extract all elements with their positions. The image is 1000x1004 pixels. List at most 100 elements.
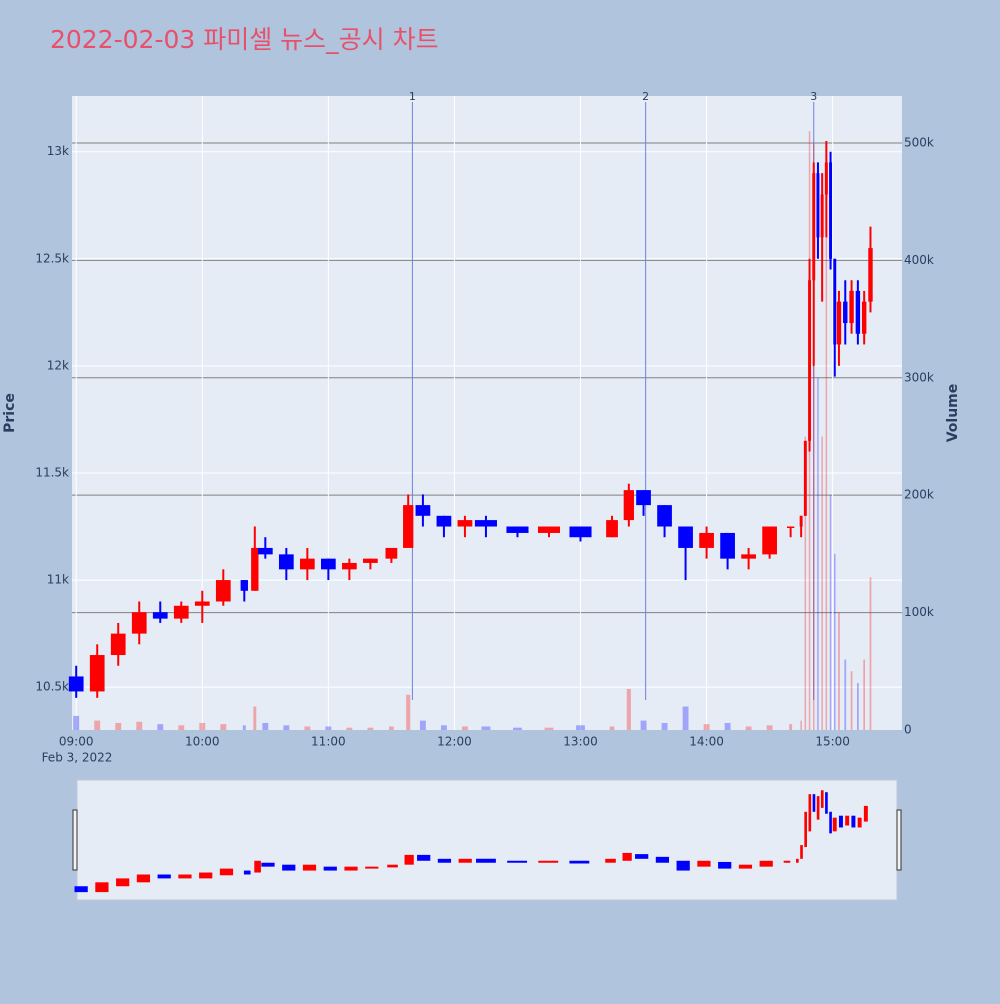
candle-body — [457, 520, 473, 527]
candle-body — [342, 562, 357, 570]
volume-bar — [73, 715, 80, 730]
volume-bar — [513, 727, 522, 730]
candle-body — [799, 515, 803, 527]
volume-bar — [789, 724, 793, 730]
candle-body — [657, 505, 672, 527]
candle-body — [836, 301, 842, 345]
candle-body — [131, 612, 147, 634]
x-tick-label: 11:00 — [311, 735, 346, 749]
volume-bar — [544, 727, 554, 730]
volume-bar — [856, 683, 859, 730]
volume-bar — [283, 725, 290, 730]
candle-body — [808, 280, 812, 441]
candle-body — [833, 258, 837, 345]
volume-bar — [461, 726, 468, 730]
candle-body — [824, 162, 828, 195]
slider-handle[interactable] — [72, 809, 78, 871]
volume-bar — [626, 688, 631, 730]
volume-bar — [576, 725, 585, 730]
volume-bar — [724, 722, 731, 730]
x-tick-label: 10:00 — [185, 735, 220, 749]
y2-axis-title: Volume — [945, 384, 961, 443]
y2-tick-label: 400k — [904, 253, 934, 267]
candle-body — [89, 655, 105, 692]
volume-bar — [800, 720, 802, 730]
volume-bar — [94, 720, 101, 730]
candle-body — [762, 526, 777, 555]
volume-bar — [419, 720, 426, 730]
range-slider[interactable] — [76, 779, 898, 901]
candle-body — [843, 301, 848, 324]
candle-body — [436, 515, 452, 527]
candle-body — [321, 558, 336, 570]
volume-bar — [834, 553, 836, 730]
candle-body — [720, 532, 735, 559]
candle-body — [215, 580, 231, 602]
volume-bar — [838, 612, 840, 730]
candle-body — [173, 605, 189, 619]
slider-handle[interactable] — [896, 809, 902, 871]
candle-body — [699, 532, 714, 548]
volume-bar — [682, 706, 689, 730]
volume-bar — [157, 724, 164, 730]
volume-bar — [253, 706, 257, 730]
volume-bar — [367, 727, 374, 730]
volume-bar — [661, 722, 668, 730]
chart-title: 2022-02-03 파미셀 뉴스_공시 차트 — [50, 25, 439, 54]
candle-body — [537, 526, 561, 533]
y-tick-label: 11k — [47, 573, 69, 587]
y2-tick-label: 200k — [904, 488, 934, 502]
volume-bar — [850, 671, 853, 730]
volume-bar — [825, 225, 828, 731]
candle-body — [68, 676, 84, 692]
y-tick-label: 10.5k — [35, 680, 69, 694]
candle-body — [194, 601, 210, 606]
volume-bar — [804, 436, 807, 730]
candle-body — [415, 505, 431, 516]
volume-bar — [346, 727, 353, 730]
y-tick-label: 12k — [47, 358, 69, 372]
candle-body — [678, 526, 693, 548]
volume-bar — [829, 495, 832, 730]
candle-body — [385, 547, 398, 559]
y2-tick-label: 500k — [904, 135, 934, 149]
volume-bar — [766, 725, 773, 730]
volume-bar — [220, 724, 227, 730]
volume-bar — [812, 142, 815, 731]
candle-body — [299, 558, 315, 570]
volume-bar — [844, 659, 847, 730]
volume-bar — [389, 726, 394, 730]
volume-bar — [199, 722, 206, 730]
candle-body — [606, 520, 618, 538]
candle-body — [849, 290, 854, 324]
y-tick-label: 11.5k — [35, 465, 69, 479]
candle-body — [861, 301, 867, 334]
y-tick-label: 12.5k — [35, 251, 69, 265]
volume-bar — [640, 720, 647, 730]
x-tick-label: 15:00 — [815, 735, 850, 749]
candle-body — [855, 290, 861, 334]
candle-body — [240, 580, 248, 591]
candle-body — [363, 558, 378, 563]
candle-body — [803, 440, 807, 516]
candle-body — [251, 547, 259, 591]
candle-body — [829, 162, 833, 259]
volume-bar — [178, 725, 185, 730]
volume-bar — [440, 725, 447, 730]
candle-body — [403, 505, 414, 548]
annotation-label: 1 — [409, 90, 416, 103]
candle-body — [786, 526, 795, 529]
volume-bar — [325, 726, 332, 730]
y2-tick-label: 300k — [904, 370, 934, 384]
volume-bar — [304, 726, 311, 730]
volume-bar — [817, 377, 819, 730]
volume-bar — [863, 659, 866, 730]
volume-bar — [115, 722, 122, 730]
volume-bar — [821, 436, 823, 730]
annotation-label: 3 — [810, 90, 817, 103]
candle-body — [741, 554, 756, 559]
x-tick-label: 09:00 — [59, 735, 94, 749]
candle-body — [636, 490, 651, 506]
y2-tick-label: 100k — [904, 605, 934, 619]
candle-body — [152, 612, 168, 619]
